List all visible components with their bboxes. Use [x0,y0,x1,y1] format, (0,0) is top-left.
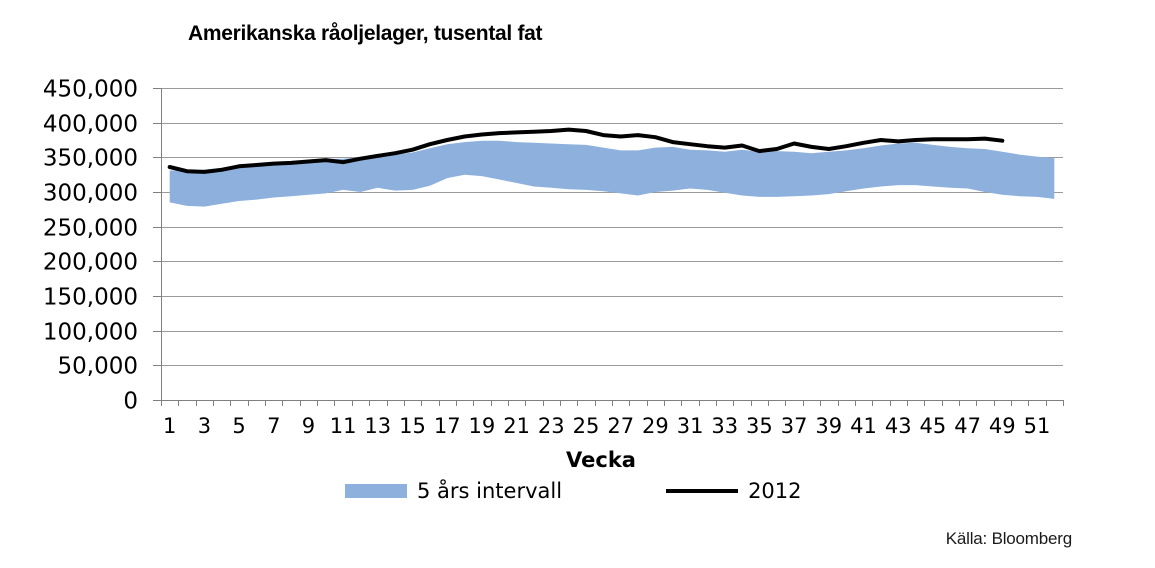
svg-text:45: 45 [920,414,947,438]
band-5yr-range [169,140,1055,207]
svg-text:5: 5 [232,414,245,438]
svg-text:7: 7 [267,414,280,438]
svg-text:200,000: 200,000 [43,250,138,276]
axes [161,88,1064,406]
svg-text:3: 3 [198,414,211,438]
legend-band-label: 5 års intervall [417,479,563,503]
svg-text:11: 11 [330,414,357,438]
svg-text:33: 33 [711,414,738,438]
svg-text:27: 27 [607,414,634,438]
svg-text:17: 17 [434,414,461,438]
svg-text:0: 0 [123,389,138,415]
svg-text:47: 47 [954,414,981,438]
svg-text:35: 35 [746,414,773,438]
svg-text:37: 37 [781,414,808,438]
x-axis-title: Vecka [566,448,636,472]
source-credit: Källa: Bloomberg [945,529,1072,548]
svg-text:39: 39 [815,414,842,438]
svg-text:21: 21 [503,414,530,438]
svg-text:450,000: 450,000 [43,77,138,103]
svg-text:350,000: 350,000 [43,146,138,172]
chart-title: Amerikanska råoljelager, tusental fat [188,22,543,45]
svg-text:1: 1 [163,414,176,438]
svg-text:49: 49 [989,414,1016,438]
svg-text:50,000: 50,000 [58,354,138,380]
legend: 5 års intervall 2012 [345,477,802,505]
svg-text:19: 19 [469,414,496,438]
legend-item-band: 5 års intervall [345,479,562,503]
svg-text:15: 15 [399,414,426,438]
svg-text:43: 43 [885,414,912,438]
svg-text:13: 13 [364,414,391,438]
line-swatch-icon [666,489,739,493]
svg-text:300,000: 300,000 [43,181,138,207]
svg-text:250,000: 250,000 [43,216,138,242]
legend-line-label: 2012 [748,479,802,503]
x-axis-labels: 1 3 5 7 9 11 13 15 17 19 21 23 25 27 29 31 33 35 37 39 41 43 4… [163,414,1050,438]
svg-text:23: 23 [538,414,565,438]
svg-text:400,000: 400,000 [43,112,138,138]
line-2012 [167,127,1005,174]
svg-text:100,000: 100,000 [43,320,138,346]
svg-text:29: 29 [642,414,669,438]
svg-text:51: 51 [1024,414,1051,438]
svg-text:9: 9 [302,414,315,438]
svg-text:25: 25 [573,414,600,438]
svg-text:31: 31 [677,414,704,438]
band-swatch-icon [345,484,407,498]
legend-item-line: 2012 [666,479,802,503]
svg-text:150,000: 150,000 [43,285,138,311]
y-axis-labels: 0 50,000 100,000 150,000 200,000 250,000 300,0… [43,77,138,415]
svg-text:41: 41 [850,414,877,438]
